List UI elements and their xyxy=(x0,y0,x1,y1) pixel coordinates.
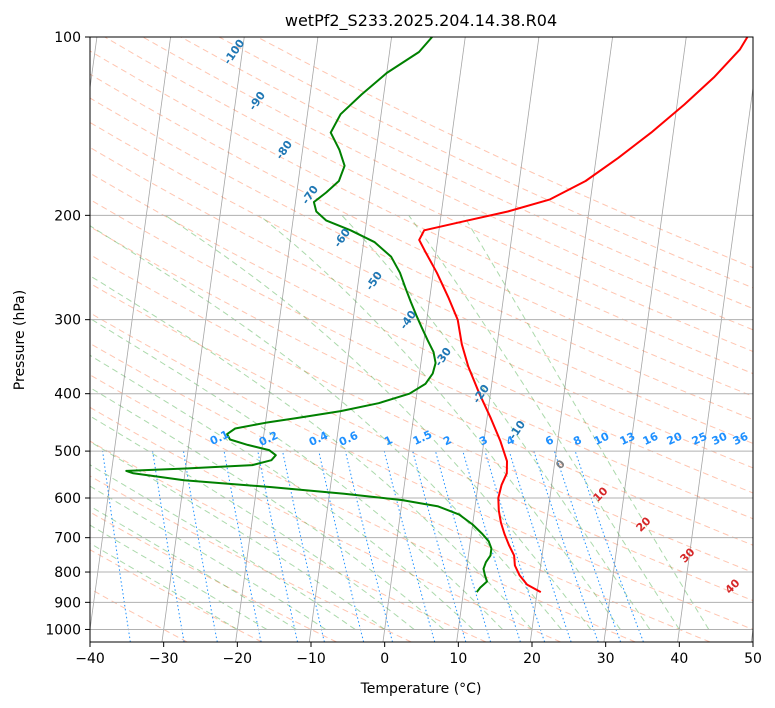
isotherm xyxy=(603,37,687,642)
annotation-layer: -100-90-80-70-60-50-40-30-20-100.1 0.2 0.4… xyxy=(208,37,751,597)
dry-adiabat xyxy=(90,342,711,642)
y-tick-label: 800 xyxy=(54,565,81,581)
mixing-ratio-line xyxy=(223,451,262,642)
dry-adiabat xyxy=(90,406,561,642)
temperature-line xyxy=(418,37,749,593)
x-tick-label: 20 xyxy=(523,651,541,667)
x-tick-label: 40 xyxy=(670,651,688,667)
mixing-ratio-line xyxy=(383,450,436,642)
y-tick-label: 100 xyxy=(54,30,81,46)
mixing-ratio-line xyxy=(533,450,599,642)
mixing-ratio-line xyxy=(574,450,644,642)
mixing-ratio-label: 13 xyxy=(618,430,637,448)
y-tick-label: 600 xyxy=(54,491,81,507)
plot-frame xyxy=(89,36,754,643)
dry-adiabat xyxy=(90,121,753,444)
mixing-ratio-label: 25 xyxy=(690,430,709,448)
y-tick-label: 300 xyxy=(54,313,81,329)
x-tick-label: −40 xyxy=(75,651,105,667)
y-tick-label: 900 xyxy=(54,595,81,611)
dry-adiabat xyxy=(90,374,636,642)
dry-adiabat xyxy=(218,37,753,289)
x-axis: −40 −30 −20 −10 0 10 20 30 40 50 xyxy=(75,642,762,667)
moist-adiabat xyxy=(90,354,474,630)
dry-adiabat xyxy=(90,312,753,630)
isotherm xyxy=(677,84,753,642)
mixing-ratio-label: 36 xyxy=(731,430,751,448)
y-tick-label: 200 xyxy=(54,208,81,224)
y-tick-label: 700 xyxy=(54,531,81,547)
dry-adiabat xyxy=(90,282,753,602)
dry-adiabat xyxy=(90,97,753,421)
y-axis-title: Pressure (hPa) xyxy=(12,290,28,390)
isotherm xyxy=(308,37,392,642)
dry-adiabat xyxy=(90,254,753,573)
dry-adiabat xyxy=(90,226,753,546)
x-tick-label: 30 xyxy=(597,651,615,667)
moist-adiabat xyxy=(90,441,385,630)
mixing-ratio-line xyxy=(318,450,365,642)
moist-adiabat xyxy=(90,524,268,630)
mixing-ratio-line xyxy=(257,451,298,642)
mixing-ratio-label: 10 xyxy=(592,430,612,448)
y-axis: 1000 900 800 700 600 500 400 300 200 100 xyxy=(45,30,90,638)
dry-adiabat xyxy=(104,37,753,353)
dry-adiabat xyxy=(90,172,753,494)
y-tick-label: 1000 xyxy=(45,622,81,638)
x-tick-label: −10 xyxy=(296,651,326,667)
dry-adiabat xyxy=(90,198,753,520)
dry-adiabat xyxy=(90,511,337,642)
dewpoint-line xyxy=(125,37,493,593)
mixing-ratio-label: 30 xyxy=(710,430,730,448)
grid-lines xyxy=(90,37,753,630)
isotherm xyxy=(529,37,613,642)
isotherm xyxy=(235,37,319,642)
mixing-ratio-line xyxy=(435,450,492,642)
mixing-ratio-line xyxy=(462,450,521,642)
mixing-ratio-label: 16 xyxy=(641,430,661,448)
dry-adiabat xyxy=(90,549,263,642)
moist-adiabat xyxy=(90,542,238,630)
isotherm xyxy=(161,37,245,642)
x-axis-title: Temperature (°C) xyxy=(360,681,482,697)
mixing-ratio-line xyxy=(412,450,467,642)
mixing-ratio-line xyxy=(282,451,325,642)
x-tick-label: −20 xyxy=(223,651,253,667)
mixing-ratio-line xyxy=(102,451,131,642)
x-tick-label: −30 xyxy=(149,651,179,667)
mixing-ratio-line xyxy=(553,450,622,642)
moist-adiabat xyxy=(90,505,297,630)
y-tick-label: 500 xyxy=(54,444,81,460)
series-layer xyxy=(125,37,749,593)
isotherm xyxy=(382,37,466,642)
isotherm xyxy=(90,37,171,633)
mixing-ratio-label: 20 xyxy=(665,430,685,448)
x-tick-label: 0 xyxy=(380,651,389,667)
x-tick-label: 50 xyxy=(744,651,762,667)
dry-adiabat xyxy=(90,440,487,642)
mixing-ratio-line xyxy=(508,450,572,642)
moist-adiabat xyxy=(90,464,356,630)
isotherm xyxy=(456,37,540,642)
chart-title: wetPf2_S233.2025.204.14.38.R04 xyxy=(285,11,557,31)
x-tick-label: 10 xyxy=(449,651,467,667)
y-tick-label: 400 xyxy=(54,387,81,403)
mixing-ratio-line xyxy=(484,450,546,642)
